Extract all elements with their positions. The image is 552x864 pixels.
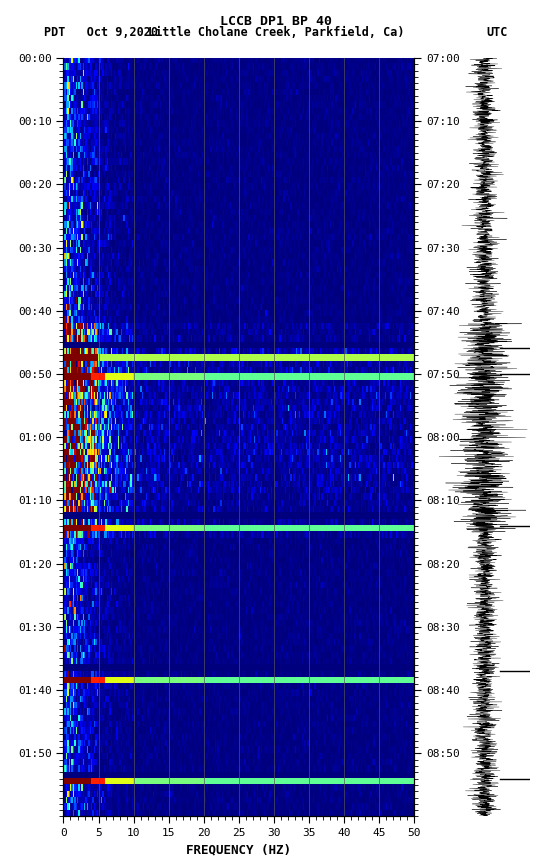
Text: UTC: UTC <box>486 26 508 39</box>
Text: LCCB DP1 BP 40: LCCB DP1 BP 40 <box>220 15 332 28</box>
Text: PDT   Oct 9,2020: PDT Oct 9,2020 <box>44 26 158 39</box>
Text: Little Cholane Creek, Parkfield, Ca): Little Cholane Creek, Parkfield, Ca) <box>148 26 404 39</box>
X-axis label: FREQUENCY (HZ): FREQUENCY (HZ) <box>186 844 291 857</box>
